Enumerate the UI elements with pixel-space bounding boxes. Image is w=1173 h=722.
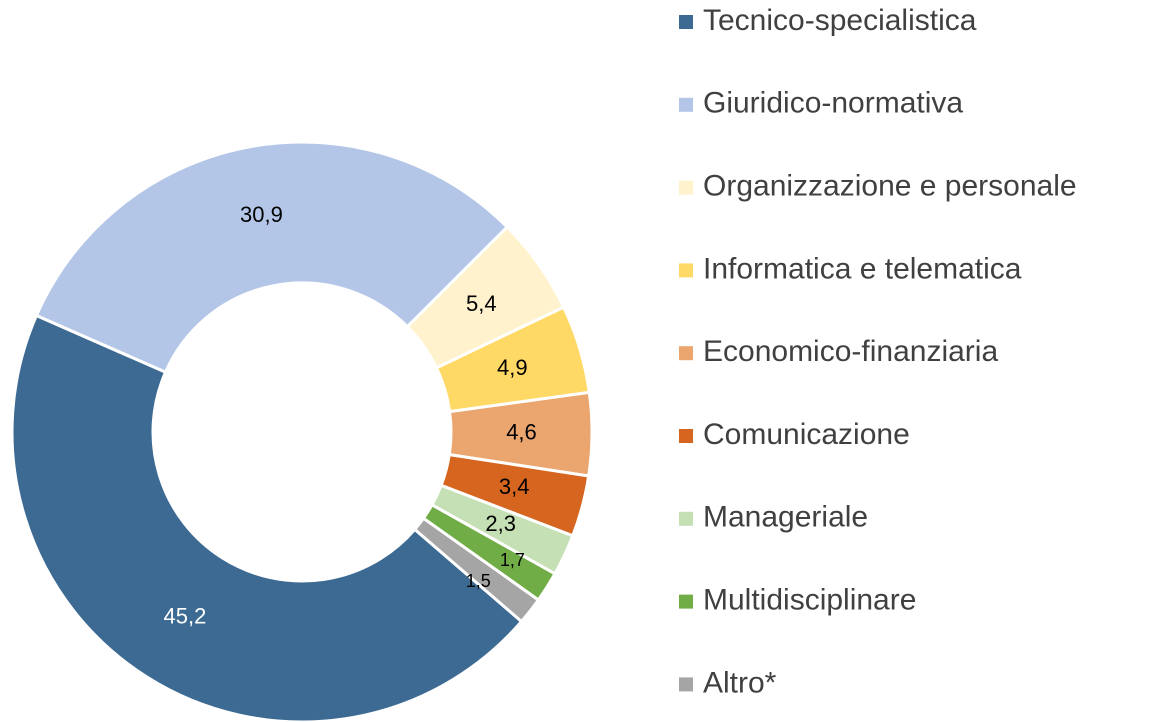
legend-label: Organizzazione e personale [703,170,1077,203]
legend-label: Multidisciplinare [703,584,916,617]
data-label: 1,7 [500,550,525,570]
legend-swatch [679,263,693,278]
legend-label: Tecnico-specialistica [703,4,977,37]
data-label: 1,5 [466,571,491,591]
legend-swatch [679,429,693,443]
donut-slice [412,516,541,624]
legend-swatch [679,180,693,195]
data-label: 3,4 [499,474,530,499]
donut-slice [34,140,510,375]
legend-label: Manageriale [703,501,868,534]
legend-label: Informatica e telematica [703,252,1022,285]
data-label: 4,6 [506,419,537,444]
data-label: 2,3 [485,511,516,536]
legend-label: Comunicazione [703,418,910,451]
legend-label: Altro* [703,666,777,699]
data-label: 30,9 [240,202,283,227]
legend-swatch [679,346,693,361]
legend-swatch [679,15,693,29]
legend-swatch [679,594,693,609]
data-label: 45,2 [163,603,206,628]
legend-swatch [679,97,693,112]
data-label: 4,9 [497,355,528,380]
data-label: 5,4 [466,291,497,316]
legend-swatch [679,677,693,692]
legend-label: Giuridico-normativa [703,87,963,120]
legend-swatch [679,511,693,526]
legend-label: Economico-finanziaria [703,335,998,368]
